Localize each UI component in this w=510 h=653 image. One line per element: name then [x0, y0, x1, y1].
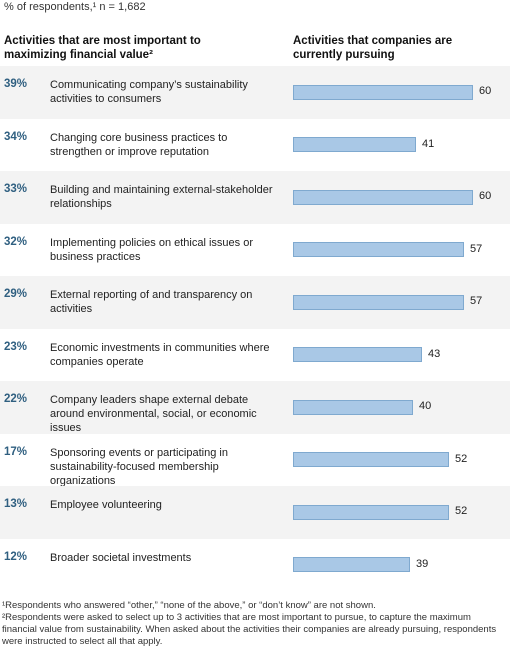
footnote: ¹Respondents who answered “other,” “none…	[2, 600, 376, 611]
category-label: Communicating company’s sustainability a…	[50, 79, 248, 106]
row: 32% Implementing policies on ethical issu…	[0, 223, 510, 276]
importance-label: 17%	[4, 445, 28, 458]
value-label: 60	[479, 85, 492, 98]
importance-label: 32%	[4, 235, 28, 248]
footnotes: ¹Respondents who answered “other,” “none…	[2, 600, 502, 648]
value-label: 40	[419, 400, 432, 413]
value-label: 52	[455, 505, 468, 518]
bar	[293, 557, 410, 573]
category-label: Sponsoring events or participating in su…	[50, 446, 228, 487]
left-header: Activities that are most important to ma…	[4, 35, 201, 61]
importance-label: 22%	[4, 393, 28, 406]
row: 12% Broader societal investments 39	[0, 538, 510, 591]
category-label: External reporting of and transparency o…	[50, 289, 253, 316]
row: 17% Sponsoring events or participating in…	[0, 433, 510, 487]
category-label: Changing core business practices to stre…	[50, 131, 228, 158]
row: 22% Company leaders shape external debate…	[0, 381, 510, 434]
bar	[293, 347, 422, 363]
importance-label: 23%	[4, 340, 28, 353]
category-label: Implementing policies on ethical issues …	[50, 236, 253, 263]
value-label: 41	[422, 137, 435, 150]
value-label: 57	[470, 295, 483, 308]
bar	[293, 504, 449, 520]
subtitle: % of respondents,¹ n = 1,682	[4, 1, 146, 13]
bar	[293, 84, 473, 100]
bar	[293, 242, 464, 258]
footnote: ²Respondents were asked to select up to …	[2, 612, 497, 647]
right-header: Activities that companies are currently …	[293, 35, 453, 61]
importance-label: 33%	[4, 183, 28, 196]
row: 34% Changing core business practices to s…	[0, 118, 510, 171]
value-label: 52	[455, 452, 468, 465]
row: 29% External reporting of and transparenc…	[0, 276, 510, 329]
importance-label: 29%	[4, 288, 28, 301]
row: 13% Employee volunteering 52	[0, 486, 510, 539]
category-label: Company leaders shape external debate ar…	[50, 394, 257, 435]
category-label: Building and maintaining external-stakeh…	[50, 184, 273, 211]
bar	[293, 189, 473, 205]
value-label: 60	[479, 190, 492, 203]
bar	[293, 294, 464, 310]
importance-label: 39%	[4, 78, 28, 91]
row: 23% Economic investments in communities w…	[0, 328, 510, 381]
category-label: Broader societal investments	[50, 551, 192, 564]
importance-label: 12%	[4, 550, 28, 563]
value-label: 57	[470, 242, 483, 255]
value-label: 39	[416, 557, 429, 570]
value-label: 43	[428, 347, 441, 360]
row: 33% Building and maintaining external-sta…	[0, 171, 510, 224]
bar	[293, 137, 416, 153]
category-label: Economic investments in communities wher…	[50, 341, 270, 368]
bar	[293, 399, 413, 415]
category-label: Employee volunteering	[50, 499, 162, 512]
importance-label: 13%	[4, 498, 28, 511]
row: 39% Communicating company’s sustainabilit…	[0, 66, 510, 119]
bar	[293, 452, 449, 468]
importance-label: 34%	[4, 130, 28, 143]
